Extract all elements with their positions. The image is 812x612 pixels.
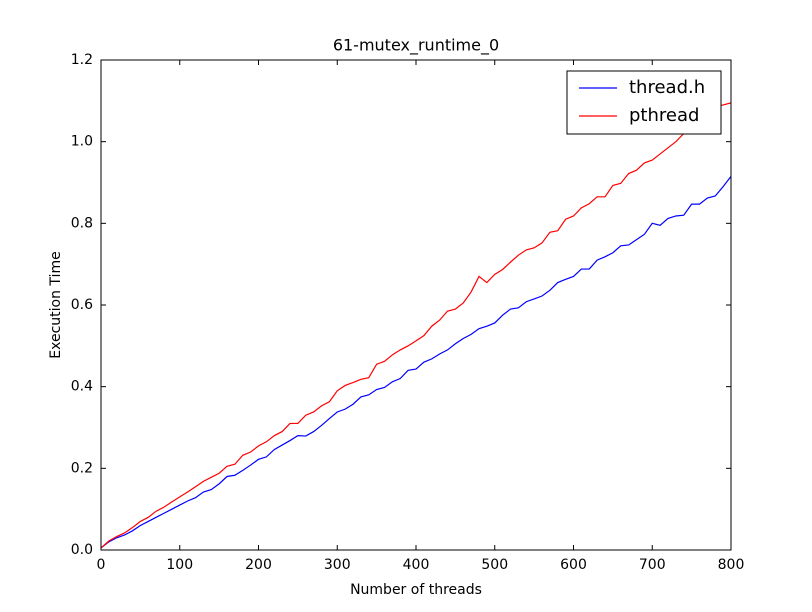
x-tick-label: 700 [639,557,666,573]
x-tick-label: 600 [560,557,587,573]
x-tick-label: 0 [97,557,106,573]
x-tick-label: 400 [403,557,430,573]
y-tick-label: 1.2 [71,52,93,68]
series-line [100,102,732,549]
y-tick-label: 1.0 [71,134,93,150]
x-tick-label: 800 [718,557,745,573]
x-tick-label: 100 [166,557,193,573]
legend-label: pthread [629,105,699,126]
y-tick-label: 0.8 [71,215,93,231]
legend-frame [566,70,722,135]
plot-frame [100,59,732,551]
y-tick-label: 0.0 [71,542,93,558]
x-tick-label: 500 [481,557,508,573]
x-tick-label: 300 [324,557,351,573]
chart-title: 61-mutex_runtime_0 [333,36,499,56]
x-axis-label: Number of threads [350,582,482,598]
series-line [100,176,732,549]
y-tick-label: 0.6 [71,297,93,313]
x-tick-label: 200 [245,557,272,573]
y-axis-label: Execution Time [48,251,64,358]
y-tick-label: 0.2 [71,460,93,476]
legend-label: thread.h [629,77,705,98]
y-tick-label: 0.4 [71,379,93,395]
